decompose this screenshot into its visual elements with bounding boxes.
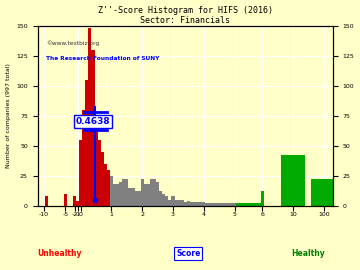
Bar [129, 188, 131, 205]
Bar [175, 200, 177, 205]
Bar [147, 184, 150, 205]
Bar [281, 155, 305, 205]
Bar [248, 203, 251, 205]
Bar [217, 203, 221, 205]
Bar [215, 203, 217, 205]
Bar [104, 164, 107, 205]
Bar [187, 201, 190, 205]
Bar [251, 203, 255, 205]
Y-axis label: Number of companies (997 total): Number of companies (997 total) [5, 63, 10, 168]
Bar [224, 203, 227, 205]
Bar [141, 179, 144, 205]
Bar [255, 203, 258, 205]
Bar [205, 203, 208, 205]
Bar [135, 191, 138, 205]
Bar [113, 184, 116, 205]
Bar [239, 203, 242, 205]
Bar [95, 122, 98, 205]
Bar [76, 201, 79, 205]
Text: 0.4638: 0.4638 [76, 117, 110, 126]
Bar [91, 50, 95, 205]
Bar [64, 194, 67, 205]
Bar [122, 179, 125, 205]
Text: Healthy: Healthy [292, 249, 325, 258]
Bar [116, 184, 119, 205]
Bar [153, 179, 156, 205]
Bar [144, 184, 147, 205]
Bar [227, 203, 230, 205]
Bar [202, 202, 205, 205]
Bar [181, 200, 184, 205]
Bar [242, 203, 245, 205]
Bar [258, 203, 261, 205]
Bar [196, 202, 199, 205]
Bar [230, 203, 233, 205]
Text: ©www.textbiz.org: ©www.textbiz.org [46, 40, 100, 46]
Bar [211, 203, 215, 205]
Bar [245, 203, 248, 205]
Bar [107, 170, 110, 205]
Text: Score: Score [176, 249, 201, 258]
Bar [236, 203, 239, 205]
Bar [88, 28, 91, 205]
Bar [119, 181, 122, 205]
Bar [199, 202, 202, 205]
Bar [171, 196, 175, 205]
Bar [82, 110, 85, 205]
Title: Z''-Score Histogram for HIFS (2016)
Sector: Financials: Z''-Score Histogram for HIFS (2016) Sect… [98, 6, 273, 25]
Bar [165, 196, 168, 205]
Text: Unhealthy: Unhealthy [37, 249, 81, 258]
Bar [150, 179, 153, 205]
Bar [159, 191, 162, 205]
Bar [125, 179, 129, 205]
Text: The Research Foundation of SUNY: The Research Foundation of SUNY [46, 56, 160, 61]
Bar [177, 200, 181, 205]
Bar [311, 179, 336, 205]
Bar [193, 202, 196, 205]
Bar [110, 176, 113, 205]
Bar [233, 203, 236, 205]
Bar [79, 140, 82, 205]
Bar [131, 188, 135, 205]
Bar [261, 191, 264, 205]
Bar [190, 202, 193, 205]
Bar [156, 181, 159, 205]
Bar [85, 80, 88, 205]
Bar [101, 151, 104, 205]
Bar [208, 203, 211, 205]
Bar [162, 194, 165, 205]
Bar [98, 140, 101, 205]
Bar [138, 191, 141, 205]
Bar [184, 202, 187, 205]
Bar [221, 203, 224, 205]
Bar [168, 200, 171, 205]
Bar [73, 196, 76, 205]
Bar [45, 196, 48, 205]
